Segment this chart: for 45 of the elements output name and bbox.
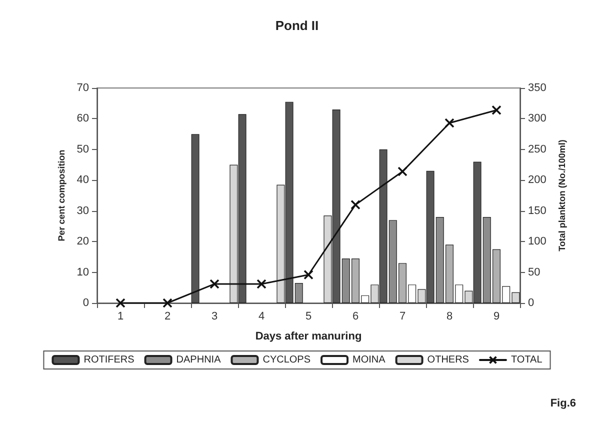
point xyxy=(256,279,266,289)
y-tick-label: 60 xyxy=(76,112,89,125)
y-axis-title: Per cent composition xyxy=(56,150,66,242)
y-tick-label: 10 xyxy=(76,266,89,278)
x-tick-label: 3 xyxy=(211,310,218,322)
x-axis-title: Days after manuring xyxy=(255,330,362,342)
x-tick-label: 4 xyxy=(258,310,265,322)
point xyxy=(444,118,454,128)
y-tick-label: 70 xyxy=(76,82,89,94)
point xyxy=(210,279,220,289)
x-tick-label: 2 xyxy=(164,310,171,322)
y-tick-label: 50 xyxy=(76,143,89,156)
point xyxy=(304,270,314,280)
y-tick-label: 20 xyxy=(76,236,89,248)
legend-label: DAPHNIA xyxy=(176,354,222,366)
y2-tick-label: 0 xyxy=(528,297,534,309)
y2-axis-title: Total plankton (No./100ml) xyxy=(556,140,567,252)
legend-label: MOINA xyxy=(352,354,386,366)
y2-tick-label: 200 xyxy=(528,174,546,186)
caption: Fig.6 xyxy=(550,398,576,410)
y-tick-label: 30 xyxy=(76,204,89,217)
point xyxy=(116,298,126,308)
point xyxy=(398,166,408,176)
legend-label: CYCLOPS xyxy=(262,354,311,366)
y2-tick-label: 50 xyxy=(528,266,540,278)
point xyxy=(350,200,360,210)
legend-label: OTHERS xyxy=(427,354,470,366)
x-tick-label: 7 xyxy=(399,310,406,322)
chart-title: Pond II xyxy=(275,18,319,33)
y2-tick-label: 100 xyxy=(528,236,546,248)
x-tick-label: 9 xyxy=(493,310,500,322)
x-tick-label: 6 xyxy=(352,310,359,322)
point xyxy=(162,298,172,308)
x-tick-label: 5 xyxy=(305,310,312,322)
y-tick-label: 40 xyxy=(76,174,89,186)
x-tick-label: 1 xyxy=(117,310,124,322)
x-tick-label: 8 xyxy=(446,310,453,322)
legend-label: TOTAL xyxy=(510,354,543,366)
y2-tick-label: 350 xyxy=(528,82,546,94)
y2-tick-label: 150 xyxy=(528,204,546,217)
y-tick-label: 0 xyxy=(82,297,89,309)
point xyxy=(492,105,502,116)
y2-tick-label: 300 xyxy=(528,112,546,125)
y2-tick-label: 250 xyxy=(528,143,546,156)
legend-label: ROTIFERS xyxy=(84,354,135,366)
